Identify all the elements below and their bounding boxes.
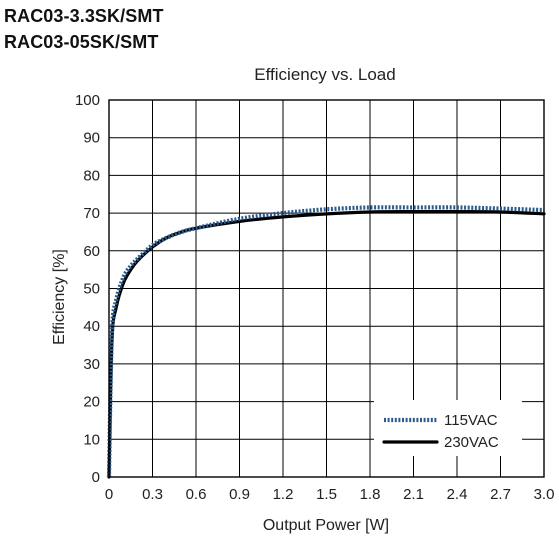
x-tick-label: 1.5	[316, 486, 337, 503]
y-tick-label: 40	[83, 318, 100, 335]
series-layer	[106, 205, 546, 479]
y-tick-label: 70	[83, 205, 100, 222]
series-line-115vac	[106, 205, 545, 478]
y-axis-label: Efficiency [%]	[51, 249, 68, 345]
model-number-line-1: RAC03-3.3SK/SMT	[4, 6, 164, 26]
legend-label-115vac: 115VAC	[444, 412, 498, 429]
x-tick-label: 1.8	[360, 486, 381, 503]
x-tick-label: 1.2	[273, 486, 294, 503]
ticks-layer: 0 0.3 0.6 0.9 1.2 1.5 1.8 2.1 2.4 2.7 3.0 0 10 20 30 40…	[75, 92, 554, 503]
x-tick-label: 0.3	[142, 486, 163, 503]
y-tick-label: 0	[92, 469, 100, 486]
x-axis-label: Output Power [W]	[263, 517, 389, 534]
y-tick-label: 50	[83, 281, 100, 298]
y-tick-label: 20	[83, 394, 100, 411]
legend-label-230vac: 230VAC	[444, 434, 499, 451]
x-tick-label: 2.7	[490, 486, 511, 503]
x-tick-label: 2.1	[403, 486, 424, 503]
y-tick-label: 30	[83, 356, 100, 373]
plot-frame	[108, 99, 545, 478]
y-tick-label: 60	[83, 243, 100, 260]
model-number-line-2: RAC03-05SK/SMT	[4, 32, 159, 52]
x-tick-label: 0	[105, 486, 113, 503]
legend: 115VAC 230VAC	[374, 400, 522, 456]
y-tick-label: 10	[83, 431, 100, 448]
x-tick-label: 2.4	[447, 486, 468, 503]
chart-title: Efficiency vs. Load	[254, 65, 395, 84]
x-tick-label: 0.6	[186, 486, 207, 503]
y-tick-label: 90	[83, 130, 100, 147]
x-tick-label: 0.9	[229, 486, 250, 503]
x-tick-label: 3.0	[534, 486, 555, 503]
y-tick-label: 80	[83, 167, 100, 184]
legend-background	[374, 400, 522, 456]
y-tick-label: 100	[75, 92, 100, 109]
